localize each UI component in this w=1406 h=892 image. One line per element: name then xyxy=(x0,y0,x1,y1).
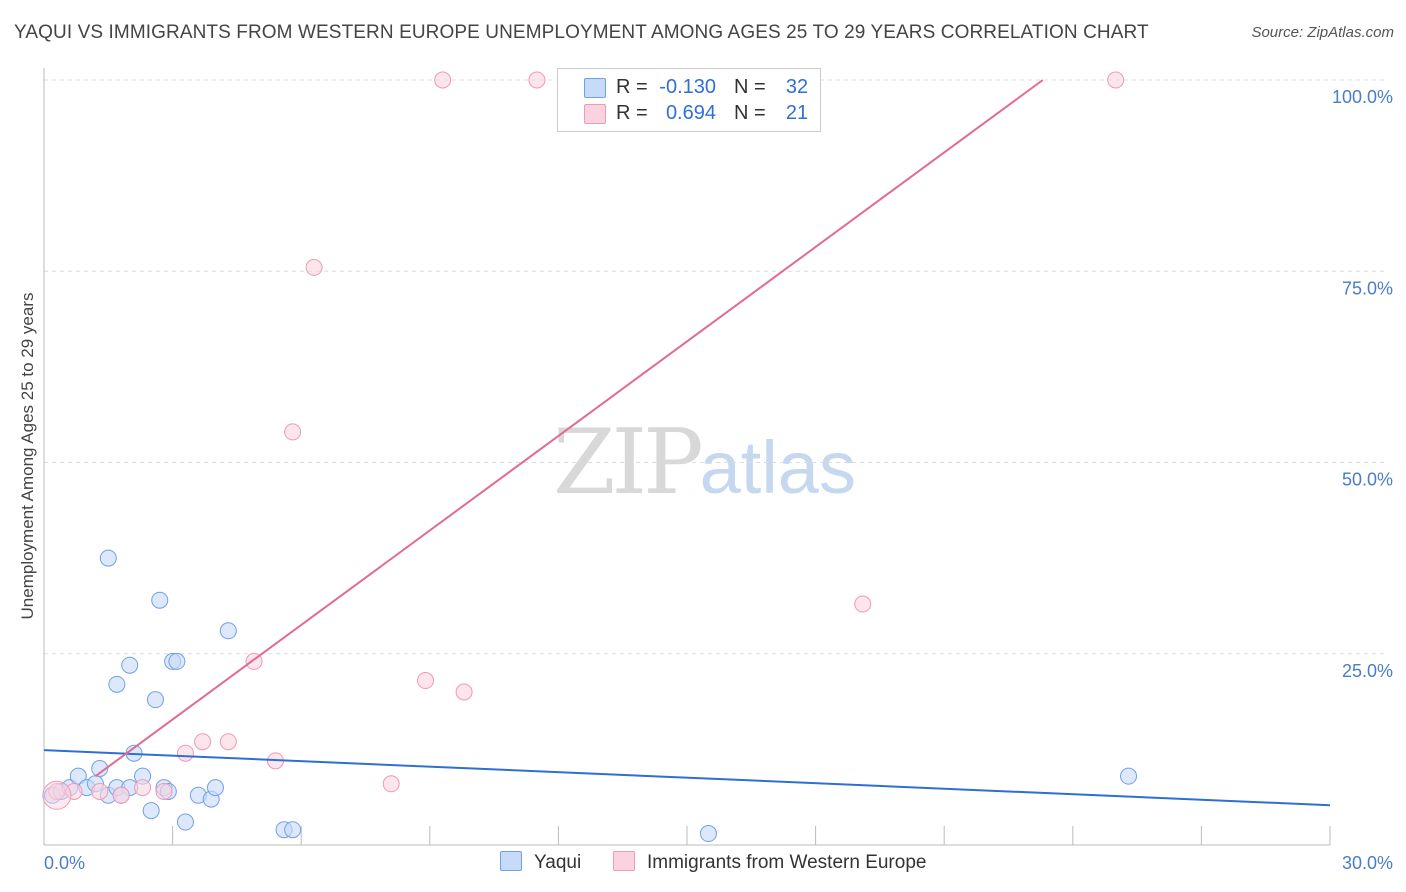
y-tick-label: 25.0% xyxy=(1342,661,1393,681)
bottom-legend-yaqui: Yaqui xyxy=(500,851,581,874)
source-label: Source: ZipAtlas.com xyxy=(1251,24,1394,41)
data-point xyxy=(455,683,473,701)
x-tick-label: 30.0% xyxy=(1342,853,1393,873)
data-point xyxy=(206,779,224,797)
x-tick-label: 0.0% xyxy=(44,853,85,873)
data-point xyxy=(134,779,152,797)
legend-n-label: N = xyxy=(734,76,766,98)
data-point xyxy=(91,760,109,777)
y-tick-label: 75.0% xyxy=(1342,278,1393,298)
bottom-legend-swatch-yaqui xyxy=(500,851,522,871)
watermark: ZIPatlas xyxy=(553,410,856,515)
data-point xyxy=(176,744,194,762)
bottom-legend-label-immigrants: Immigrants from Western Europe xyxy=(647,852,927,873)
trend-lines xyxy=(43,79,1331,807)
tick-labels: 25.0% 50.0% 75.0% 100.0% 0.0% 30.0% xyxy=(44,87,1393,873)
data-point xyxy=(219,733,237,751)
data-point xyxy=(108,675,126,693)
data-point xyxy=(168,652,186,670)
chart-title: YAQUI VS IMMIGRANTS FROM WESTERN EUROPE … xyxy=(14,22,1149,43)
data-point xyxy=(121,656,139,674)
data-point xyxy=(194,733,212,751)
data-point xyxy=(417,672,435,690)
data-point xyxy=(1107,71,1125,89)
data-point xyxy=(284,821,302,839)
data-point xyxy=(155,782,173,800)
trend-line xyxy=(43,749,1331,807)
data-point xyxy=(305,258,323,276)
axes xyxy=(43,68,1331,846)
legend-r-value: -0.130 xyxy=(659,76,716,98)
correlation-legend: R = -0.130 N = 32 R = 0.694 N = 21 xyxy=(557,68,821,132)
watermark-atlas: atlas xyxy=(699,426,856,509)
y-tick-label: 100.0% xyxy=(1332,87,1393,107)
bottom-legend-swatch-immigrants xyxy=(613,851,635,871)
y-tick-label: 50.0% xyxy=(1342,470,1393,490)
legend-r-value: 0.694 xyxy=(665,102,716,124)
legend-r-label: R = xyxy=(616,76,648,98)
data-point xyxy=(151,591,169,609)
legend-n-value: 21 xyxy=(785,102,809,124)
data-point xyxy=(99,549,117,567)
data-point xyxy=(112,786,130,804)
data-point xyxy=(434,71,452,89)
legend-swatch-yaqui xyxy=(584,78,606,98)
data-point xyxy=(699,825,717,843)
data-point xyxy=(284,423,302,441)
data-point xyxy=(854,595,872,613)
grid xyxy=(44,79,1385,655)
data-point xyxy=(91,782,109,800)
data-point xyxy=(146,691,164,709)
y-axis-label: Unemployment Among Ages 25 to 29 years xyxy=(18,293,37,620)
data-point xyxy=(142,802,160,820)
data-point-cluster xyxy=(42,780,72,810)
data-point xyxy=(219,622,237,640)
trend-line xyxy=(94,79,1044,777)
bottom-legend-immigrants: Immigrants from Western Europe xyxy=(613,851,926,874)
legend-r-label: R = xyxy=(616,102,648,124)
bottom-legend-label-yaqui: Yaqui xyxy=(534,852,582,873)
data-points xyxy=(42,71,1138,843)
legend-n-value: 32 xyxy=(785,76,809,98)
data-point xyxy=(176,813,194,831)
data-point xyxy=(528,71,546,89)
legend-n-label: N = xyxy=(734,102,766,124)
data-point xyxy=(1120,767,1138,785)
legend-swatch-immigrants xyxy=(584,104,606,124)
data-point xyxy=(382,775,400,793)
